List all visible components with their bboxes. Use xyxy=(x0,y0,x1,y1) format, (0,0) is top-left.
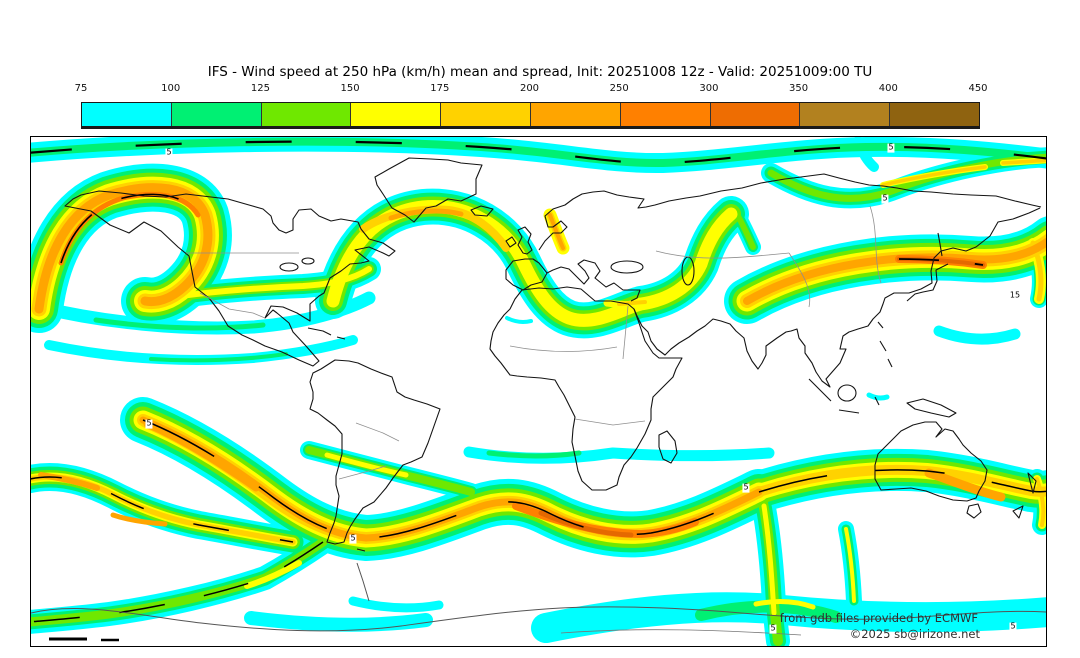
great-lakes xyxy=(279,262,299,272)
colorbar-cell xyxy=(171,103,262,126)
indonesia-coast xyxy=(808,378,880,414)
colorbar-ticks: 75 100 125 150 175 200 250 300 350 400 450 xyxy=(0,83,1080,97)
ireland-coast xyxy=(505,236,517,248)
colorbar xyxy=(81,102,980,129)
spread-contour-label: 5 xyxy=(349,533,357,544)
band-layer-cyan xyxy=(31,141,1046,641)
colorbar-tick: 125 xyxy=(250,83,270,94)
band-layer-yellow xyxy=(31,160,1046,613)
east-asia-coast xyxy=(633,207,1041,388)
greenland-coast xyxy=(374,157,483,223)
madagascar-coast xyxy=(658,430,678,464)
tasmania-coast xyxy=(966,503,982,519)
band-layer-yellowgreen xyxy=(31,157,1046,641)
colorbar-cell xyxy=(261,103,352,126)
page-title: IFS - Wind speed at 250 hPa (km/h) mean … xyxy=(207,64,873,80)
philippines-taiwan xyxy=(877,321,893,368)
north-america-coast xyxy=(64,190,396,367)
eurasia-north-coast xyxy=(538,173,1042,251)
colorbar-tick: 350 xyxy=(789,83,809,94)
spread-contour-label: 5 xyxy=(881,193,889,204)
spread-contour-label: 5 xyxy=(887,142,895,153)
colorbar-tick: 150 xyxy=(340,83,360,94)
colorbar-cell xyxy=(620,103,711,126)
colorbar-tick: 100 xyxy=(161,83,181,94)
south-america-coast xyxy=(309,359,441,545)
colorbar-cell xyxy=(710,103,801,126)
attribution-source: from gdb files provided by ECMWF xyxy=(779,611,978,625)
colorbar-tick: 175 xyxy=(430,83,450,94)
colorbar-tick: 250 xyxy=(609,83,629,94)
new-zealand-coast xyxy=(1012,472,1037,519)
spread-contour-label: 5 xyxy=(145,418,153,429)
colorbar-tick: 300 xyxy=(699,83,719,94)
colorbar-tick: 400 xyxy=(878,83,898,94)
colorbar-cell xyxy=(800,103,891,126)
black-sea xyxy=(610,260,644,274)
map-svg xyxy=(31,137,1046,646)
spread-contours xyxy=(31,140,1046,642)
uk-coast xyxy=(517,226,533,255)
iceland-coast xyxy=(470,205,494,217)
colorbar-tick: 450 xyxy=(968,83,988,94)
colorbar-cell xyxy=(530,103,621,126)
iberia-coast xyxy=(505,258,548,291)
spread-contour-label: 5 xyxy=(1009,621,1017,632)
spread-contour-label: 5 xyxy=(165,147,173,158)
colorbar-cell xyxy=(351,103,442,126)
country-borders xyxy=(186,205,882,480)
borneo xyxy=(837,384,857,402)
coastlines xyxy=(64,157,1042,552)
mediterranean-north-coast xyxy=(546,259,641,302)
new-guinea-coast xyxy=(906,398,957,418)
colorbar-tick: 75 xyxy=(74,83,88,94)
australia-coast xyxy=(874,421,988,502)
falkland xyxy=(356,548,366,552)
spread-contour-label: 5 xyxy=(769,623,777,634)
africa-coast xyxy=(489,286,683,491)
spread-contour-label: 5 xyxy=(742,482,750,493)
colorbar-cell xyxy=(82,103,172,126)
attribution-copyright: ©2025 sb@irizone.net xyxy=(849,627,980,641)
colorbar-cell xyxy=(441,103,531,126)
wind-speed-bands xyxy=(31,141,1046,641)
caribbean-islands xyxy=(307,327,346,340)
colorbar-tick: 200 xyxy=(519,83,540,94)
colorbar-cell xyxy=(890,103,979,126)
spread-contour-label: 15 xyxy=(1008,290,1022,301)
world-map: 5 5 5 15 5 5 5 5 5 from gdb files provided by EC… xyxy=(30,136,1047,647)
japan-coast xyxy=(906,232,949,302)
